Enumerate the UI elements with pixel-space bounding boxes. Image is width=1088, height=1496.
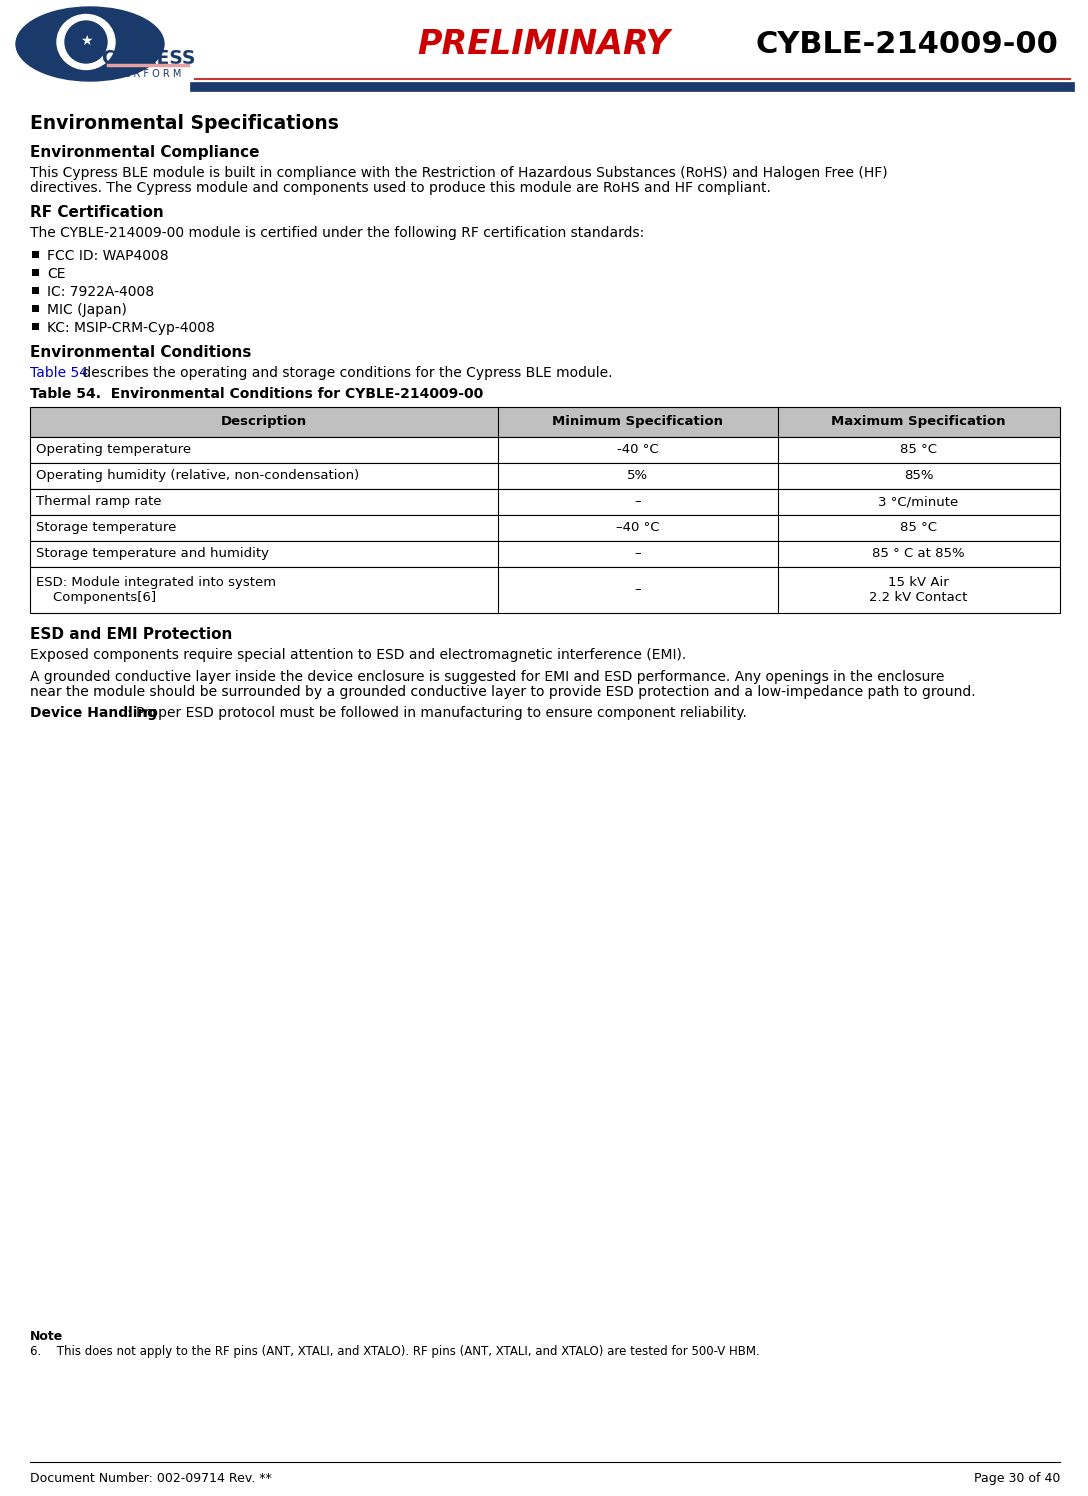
Text: –40 °C: –40 °C bbox=[616, 521, 659, 534]
Text: –: – bbox=[634, 583, 641, 597]
Text: 5%: 5% bbox=[628, 470, 648, 482]
Bar bbox=[30, 567, 1060, 613]
Text: CYPRESS: CYPRESS bbox=[101, 48, 195, 67]
Text: CYBLE-214009-00: CYBLE-214009-00 bbox=[755, 30, 1058, 58]
Bar bbox=[30, 407, 1060, 437]
Ellipse shape bbox=[65, 21, 107, 63]
Text: Table 54.  Environmental Conditions for CYBLE-214009-00: Table 54. Environmental Conditions for C… bbox=[30, 387, 483, 401]
Text: Environmental Compliance: Environmental Compliance bbox=[30, 145, 260, 160]
Text: Storage temperature and humidity: Storage temperature and humidity bbox=[36, 548, 269, 560]
Text: ESD: Module integrated into system
    Components[6]: ESD: Module integrated into system Compo… bbox=[36, 576, 276, 604]
Text: 85 °C: 85 °C bbox=[900, 521, 937, 534]
Ellipse shape bbox=[57, 15, 115, 69]
Bar bbox=[32, 287, 39, 293]
Bar bbox=[32, 323, 39, 331]
Text: describes the operating and storage conditions for the Cypress BLE module.: describes the operating and storage cond… bbox=[78, 367, 613, 380]
Text: –: – bbox=[634, 495, 641, 509]
Text: 3 °C/minute: 3 °C/minute bbox=[878, 495, 959, 509]
Bar bbox=[30, 540, 1060, 567]
Bar bbox=[30, 515, 1060, 540]
Text: –: – bbox=[634, 548, 641, 560]
Text: near the module should be surrounded by a grounded conductive layer to provide E: near the module should be surrounded by … bbox=[30, 685, 976, 699]
Text: 85%: 85% bbox=[904, 470, 934, 482]
Text: Thermal ramp rate: Thermal ramp rate bbox=[36, 495, 161, 509]
Text: PRELIMINARY: PRELIMINARY bbox=[418, 27, 670, 60]
Text: Device Handling: Device Handling bbox=[30, 706, 157, 720]
Text: 85 ° C at 85%: 85 ° C at 85% bbox=[873, 548, 965, 560]
Text: IC: 7922A-4008: IC: 7922A-4008 bbox=[47, 284, 154, 299]
Text: ESD and EMI Protection: ESD and EMI Protection bbox=[30, 627, 233, 642]
Text: CE: CE bbox=[47, 266, 65, 281]
Bar bbox=[32, 250, 39, 257]
Text: -40 °C: -40 °C bbox=[617, 443, 659, 456]
Text: Maximum Specification: Maximum Specification bbox=[831, 416, 1005, 428]
Text: directives. The Cypress module and components used to produce this module are Ro: directives. The Cypress module and compo… bbox=[30, 181, 771, 196]
Bar bbox=[32, 305, 39, 313]
Ellipse shape bbox=[16, 7, 164, 81]
Bar bbox=[30, 462, 1060, 489]
Bar bbox=[30, 437, 1060, 462]
Text: P E R F O R M: P E R F O R M bbox=[115, 69, 182, 79]
Bar bbox=[30, 489, 1060, 515]
Text: 6.  This does not apply to the RF pins (ANT, XTALI, and XTALO). RF pins (ANT, XT: 6. This does not apply to the RF pins (A… bbox=[30, 1345, 759, 1358]
Text: Minimum Specification: Minimum Specification bbox=[553, 416, 724, 428]
Text: Note: Note bbox=[30, 1330, 63, 1343]
Text: A grounded conductive layer inside the device enclosure is suggested for EMI and: A grounded conductive layer inside the d… bbox=[30, 670, 944, 684]
Text: FCC ID: WAP4008: FCC ID: WAP4008 bbox=[47, 248, 169, 263]
Bar bbox=[32, 269, 39, 275]
Text: 85 °C: 85 °C bbox=[900, 443, 937, 456]
Text: RF Certification: RF Certification bbox=[30, 205, 164, 220]
Text: The CYBLE-214009-00 module is certified under the following RF certification sta: The CYBLE-214009-00 module is certified … bbox=[30, 226, 644, 241]
Text: KC: MSIP-CRM-Cyp-4008: KC: MSIP-CRM-Cyp-4008 bbox=[47, 322, 214, 335]
Text: Exposed components require special attention to ESD and electromagnetic interfer: Exposed components require special atten… bbox=[30, 648, 687, 663]
Text: ★: ★ bbox=[79, 34, 92, 48]
Text: Environmental Conditions: Environmental Conditions bbox=[30, 344, 251, 359]
Text: Operating temperature: Operating temperature bbox=[36, 443, 191, 456]
Text: This Cypress BLE module is built in compliance with the Restriction of Hazardous: This Cypress BLE module is built in comp… bbox=[30, 166, 888, 180]
Text: Document Number: 002-09714 Rev. **: Document Number: 002-09714 Rev. ** bbox=[30, 1472, 272, 1486]
Text: Storage temperature: Storage temperature bbox=[36, 521, 176, 534]
Text: Operating humidity (relative, non-condensation): Operating humidity (relative, non-conden… bbox=[36, 470, 359, 482]
Text: : Proper ESD protocol must be followed in manufacturing to ensure component reli: : Proper ESD protocol must be followed i… bbox=[126, 706, 746, 720]
Text: Environmental Specifications: Environmental Specifications bbox=[30, 114, 338, 133]
Text: MIC (Japan): MIC (Japan) bbox=[47, 304, 127, 317]
Text: Description: Description bbox=[221, 416, 307, 428]
Text: 15 kV Air
2.2 kV Contact: 15 kV Air 2.2 kV Contact bbox=[869, 576, 967, 604]
Text: Page 30 of 40: Page 30 of 40 bbox=[974, 1472, 1060, 1486]
Text: Table 54: Table 54 bbox=[30, 367, 88, 380]
